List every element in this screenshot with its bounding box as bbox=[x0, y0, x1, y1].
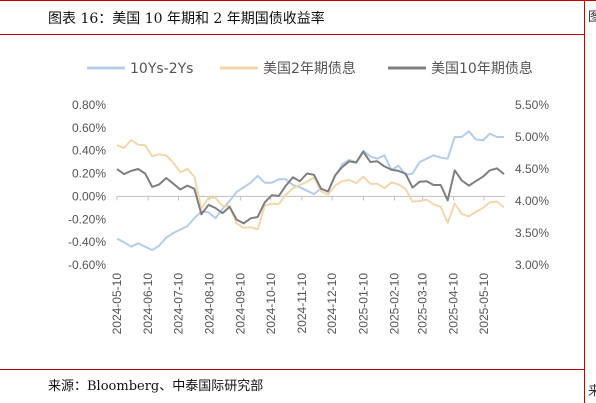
legend-label-0: 10Ys-2Ys bbox=[130, 61, 193, 77]
right-divider bbox=[584, 0, 585, 403]
x-tick-label: 2024-07-10 bbox=[171, 273, 185, 335]
top-rule bbox=[0, 0, 596, 1]
x-tick-label: 2025-03-10 bbox=[416, 273, 430, 335]
left-tick-label: 0.20% bbox=[72, 167, 106, 181]
right-tick-label: 3.00% bbox=[515, 258, 549, 272]
legend-label-2: 美国10年期债息 bbox=[431, 60, 533, 77]
x-tick-label: 2025-02-10 bbox=[387, 273, 401, 335]
x-tick-label: 2025-04-10 bbox=[447, 273, 461, 335]
x-tick-label: 2024-05-10 bbox=[110, 273, 124, 335]
x-tick-label: 2025-05-10 bbox=[477, 273, 491, 335]
left-tick-label: 0.40% bbox=[72, 144, 106, 158]
right-tick-label: 4.50% bbox=[515, 162, 549, 176]
x-tick-label: 2024-10-10 bbox=[264, 273, 278, 335]
legend-label-1: 美国2年期债息 bbox=[263, 60, 356, 77]
footer-rule bbox=[0, 369, 584, 370]
left-tick-label: 0.80% bbox=[72, 98, 106, 112]
right-tick-label: 3.50% bbox=[515, 226, 549, 240]
left-tick-label: 0.60% bbox=[72, 121, 106, 135]
left-tick-label: 0.00% bbox=[72, 189, 106, 203]
left-tick-label: -0.20% bbox=[68, 212, 106, 226]
left-tick-label: -0.40% bbox=[68, 235, 106, 249]
adjacent-source-fragment: 来 bbox=[588, 384, 596, 399]
figure-header: 图表 16：美国 10 年期和 2 年期国债收益率 bbox=[0, 8, 584, 32]
right-tick-label: 4.00% bbox=[515, 194, 549, 208]
adjacent-title-fragment: 图 bbox=[588, 10, 596, 25]
x-tick-label: 2024-11-10 bbox=[295, 273, 309, 334]
x-tick-label: 2025-01-10 bbox=[356, 273, 370, 335]
x-tick-label: 2024-08-10 bbox=[202, 273, 216, 335]
right-tick-label: 5.00% bbox=[515, 130, 549, 144]
left-tick-label: -0.60% bbox=[68, 258, 106, 272]
series-line-1 bbox=[116, 139, 505, 231]
source-note: 来源：Bloomberg、中泰国际研究部 bbox=[48, 379, 264, 394]
header-rule bbox=[0, 34, 584, 35]
series-line-0 bbox=[116, 130, 504, 252]
right-tick-label: 5.50% bbox=[515, 98, 549, 112]
x-tick-label: 2024-09-10 bbox=[234, 273, 248, 335]
x-tick-label: 2024-06-10 bbox=[141, 273, 155, 335]
yield-chart: 10Ys-2Ys 美国2年期债息 美国10年期债息 -0.60% -0.40% -0.20… bbox=[68, 60, 549, 335]
x-tick-label: 2024-12-10 bbox=[325, 273, 339, 335]
series-line-2 bbox=[116, 150, 505, 225]
figure-title: 图表 16：美国 10 年期和 2 年期国债收益率 bbox=[48, 11, 325, 27]
